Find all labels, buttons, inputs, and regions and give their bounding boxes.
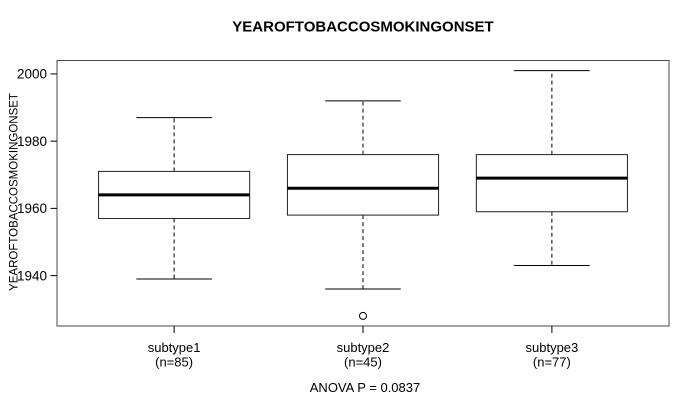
x-group-label: subtype3 bbox=[526, 340, 579, 355]
x-group-n: (n=85) bbox=[155, 355, 193, 370]
chart-title: YEAROFTOBACCOSMOKINGONSET bbox=[232, 19, 493, 36]
y-tick-label: 2000 bbox=[17, 67, 47, 82]
x-group-label: subtype1 bbox=[148, 340, 201, 355]
x-group-label: subtype2 bbox=[337, 340, 390, 355]
x-group-n: (n=45) bbox=[344, 355, 382, 370]
y-axis-label: YEAROFTOBACCOSMOKINGONSET bbox=[9, 93, 21, 291]
y-tick-label: 1980 bbox=[17, 134, 47, 149]
iqr-box bbox=[475, 154, 628, 213]
y-tick-label: 1940 bbox=[17, 268, 47, 283]
y-tick-label: 1960 bbox=[17, 201, 47, 216]
iqr-box bbox=[286, 154, 440, 216]
outlier-point bbox=[359, 311, 367, 320]
x-group-n: (n=77) bbox=[533, 355, 571, 370]
plot-area: 1940196019802000subtype1(n=85)subtype2(n… bbox=[17, 60, 670, 370]
anova-annotation: ANOVA P = 0.0837 bbox=[310, 380, 420, 395]
